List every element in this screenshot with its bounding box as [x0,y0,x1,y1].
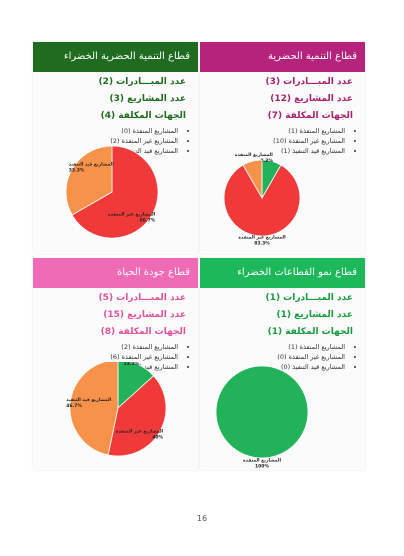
sector-panel: قطاع التنمية الحضرية عدد المبـــادرات (3)… [200,42,365,254]
pie-slice [242,159,263,200]
slice-value: 40% [152,434,163,440]
stat-line: عدد المبـــادرات (3) [265,77,353,87]
pie-slice [71,146,159,239]
pie-slice [215,365,309,459]
panel-header: قطاع التنمية الحضرية [200,42,365,72]
project-item: المشاريع المنفذة (1) [200,126,345,136]
project-item: المشاريع غير المنفذة (2) [33,136,178,146]
sector-panel: قطاع جودة الحياة عدد المبـــادرات (5) عدد … [33,258,198,470]
slice-value: 83.3% [254,241,270,247]
slice-label: المشاريع المنفذة [243,459,281,464]
project-list: المشاريع المنفذة (1)المشاريع غير المنفذة… [200,342,345,372]
project-item: المشاريع غير المنفذة (10) [200,136,345,146]
slice-value: 33.3% [69,167,85,173]
stat-line: عدد المبـــادرات (5) [98,293,186,303]
project-list: المشاريع المنفذة (1)المشاريع غير المنفذة… [200,126,345,156]
project-item: المشاريع قيد التنفيذ (1) [200,146,345,156]
project-item: المشاريع قيد التنفيذ (0) [200,362,345,372]
pie-slice [223,164,301,237]
stat-line: الجهات المكلفة (8) [100,327,186,337]
stat-line: عدد المشاريع (3) [109,94,186,104]
slice-label: المشاريع قيد التنفيذ [66,398,111,403]
sector-panel: قطاع نمو القطاعات الخضراء عدد المبـــادرا… [200,258,365,470]
stat-line: عدد المبـــادرات (2) [98,77,186,87]
slice-label: المشاريع غير المنفذة [116,429,164,434]
slice-label: المشاريع قيد التنفيذ [69,162,114,167]
stat-line: عدد المشاريع (12) [270,94,353,104]
stat-line: الجهات المكلفة (7) [267,111,353,121]
slice-value: 8.3% [260,158,273,164]
panel-header: قطاع جودة الحياة [33,258,198,288]
slice-value: 46.7% [66,403,82,409]
project-item: المشاريع المنفذة (0) [33,126,178,136]
pie-slice [107,375,167,457]
slice-label: المشاريع المنفذة [235,153,273,158]
slice-value: 66.7% [140,218,156,224]
slice-label: المشاريع غير المنفذة [108,213,156,218]
stat-line: عدد المبـــادرات (1) [265,293,353,303]
panel-header: قطاع التنمية الحضرية الخضراء [33,42,198,72]
stat-line: عدد المشاريع (15) [103,310,186,320]
stat-line: عدد المشاريع (1) [276,310,353,320]
project-item: المشاريع المنفذة (1) [200,342,345,352]
sector-panel: قطاع التنمية الحضرية الخضراء عدد المبـــا… [33,42,198,254]
stat-line: الجهات المكلفة (4) [100,111,186,121]
panel-header: قطاع نمو القطاعات الخضراء [200,258,365,288]
pie-slice [69,362,119,456]
pie-slice [65,146,113,216]
stat-line: الجهات المكلفة (1) [267,327,353,337]
project-item: المشاريع غير المنفذة (0) [200,352,345,362]
slice-value: 13.3% [123,362,139,367]
pie-chart: المشاريع المنفذة13.3%المشاريع غير المنفذ… [66,362,167,457]
page-number: 16 [196,514,208,523]
project-item: المشاريع المنفذة (2) [33,342,178,352]
slice-value: 100% [255,464,269,470]
slice-label: المشاريع غير المنفذة [238,236,286,241]
project-item: المشاريع غير المنفذة (6) [33,352,178,362]
